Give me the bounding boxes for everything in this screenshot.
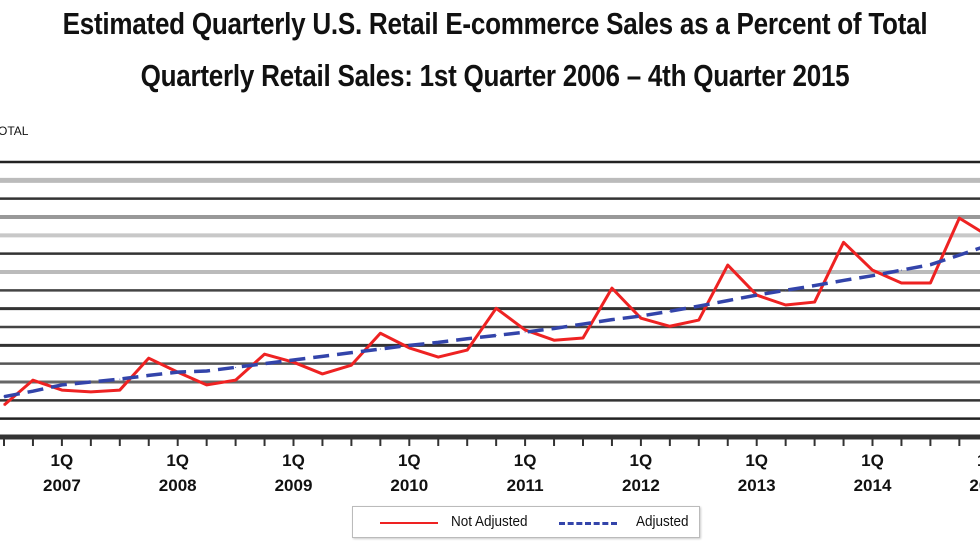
data-point [466, 338, 468, 340]
data-point [669, 310, 671, 312]
legend-label-adjusted: Adjusted [636, 513, 689, 530]
data-point [553, 327, 555, 329]
data-point [408, 347, 410, 349]
tick-label-year: 2011 [507, 476, 544, 495]
data-point [900, 282, 902, 284]
chart-title-line2: Quarterly Retail Sales: 1st Quarter 2006… [140, 58, 850, 93]
data-point [958, 217, 960, 219]
data-point [524, 329, 526, 331]
data-point [929, 282, 931, 284]
data-point [843, 279, 845, 281]
data-point [669, 325, 671, 327]
data-point [350, 352, 352, 354]
data-point [582, 323, 584, 325]
data-point [785, 289, 787, 291]
tick-label-year: 2013 [738, 476, 776, 495]
data-point [235, 379, 237, 381]
tick-label-year: 2012 [622, 476, 660, 495]
data-point [264, 363, 266, 365]
data-point [611, 319, 613, 321]
data-point [119, 389, 121, 391]
data-point [321, 373, 323, 375]
tick-label-year: 2007 [43, 476, 81, 495]
data-point [148, 357, 150, 359]
data-point [466, 349, 468, 351]
data-point [408, 344, 410, 346]
data-point [727, 264, 729, 266]
data-point [235, 366, 237, 368]
data-point [350, 364, 352, 366]
tick-label-year: 2009 [275, 476, 313, 495]
data-point [3, 404, 5, 406]
tick-label-quarter: 1Q [398, 451, 421, 470]
tick-label-quarter: 1Q [514, 451, 537, 470]
tick-label-quarter: 1Q [51, 451, 74, 470]
tick-label-year: 2008 [159, 476, 197, 495]
data-point [698, 305, 700, 307]
data-point [321, 355, 323, 357]
tick-label-year: 2010 [390, 476, 428, 495]
data-point [206, 370, 208, 372]
data-point [756, 294, 758, 296]
data-point [958, 254, 960, 256]
data-point [3, 396, 5, 398]
data-point [872, 269, 873, 271]
data-point [872, 275, 873, 277]
tick-label-quarter: 1Q [861, 451, 884, 470]
data-point [32, 379, 34, 381]
data-point [495, 307, 497, 309]
data-point [90, 391, 92, 393]
data-point [553, 339, 555, 341]
data-point [611, 287, 613, 289]
data-point [814, 301, 816, 303]
y-axis-label: OTAL [0, 124, 29, 138]
data-point [148, 374, 150, 376]
tick-label-year: 2014 [854, 476, 892, 495]
data-point [32, 390, 34, 392]
tick-label-quarter: 1Q [977, 451, 980, 470]
data-point [206, 384, 208, 386]
legend-swatch-not-adjusted [380, 522, 438, 524]
data-point [582, 337, 584, 339]
data-point [293, 359, 294, 361]
data-point [61, 384, 63, 386]
data-point [264, 353, 266, 355]
data-point [177, 371, 179, 373]
data-point [379, 348, 381, 350]
series-line-not-adjusted [3, 216, 980, 407]
data-point [843, 241, 845, 243]
data-point [640, 315, 642, 317]
tick-label-year: 2015 [969, 476, 980, 495]
data-point [90, 381, 92, 383]
chart-title-line1: Estimated Quarterly U.S. Retail E-commer… [62, 6, 928, 41]
data-point [293, 361, 294, 363]
data-point [698, 319, 700, 321]
tick-label-quarter: 1Q [630, 451, 653, 470]
data-point [495, 334, 497, 336]
data-point [437, 356, 439, 358]
legend: Not Adjusted Adjusted [352, 506, 700, 538]
legend-swatch-adjusted [559, 522, 617, 525]
data-point [814, 285, 816, 287]
data-point [119, 378, 121, 380]
tick-label-quarter: 1Q [745, 451, 768, 470]
tick-label-quarter: 1Q [282, 451, 305, 470]
legend-label-not-adjusted: Not Adjusted [451, 513, 528, 530]
series-line-adjusted [3, 246, 980, 399]
data-point [727, 300, 729, 302]
data-point [929, 264, 931, 266]
data-point [437, 341, 439, 343]
tick-label-quarter: 1Q [166, 451, 189, 470]
data-point [785, 304, 787, 306]
data-point [900, 269, 902, 271]
data-point [640, 317, 642, 319]
data-point [61, 389, 63, 391]
data-point [524, 331, 526, 333]
data-point [379, 332, 381, 334]
